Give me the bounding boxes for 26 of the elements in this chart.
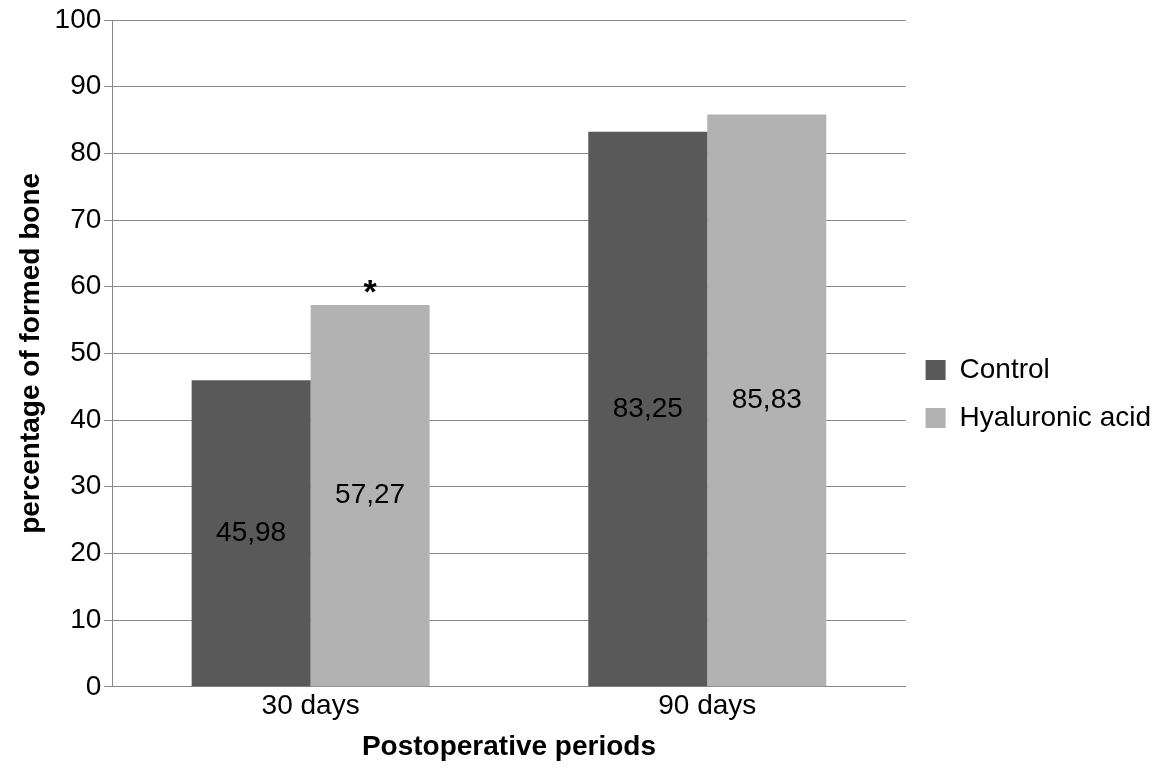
y-tick-label: 10 bbox=[70, 602, 102, 634]
x-tick-label: 90 days bbox=[658, 689, 757, 721]
y-tick-label: 0 bbox=[85, 669, 102, 701]
bar bbox=[707, 114, 827, 687]
bar bbox=[588, 131, 708, 687]
y-tick-label: 30 bbox=[70, 469, 102, 501]
y-tick-label: 50 bbox=[70, 336, 102, 368]
y-tick-label: 20 bbox=[70, 536, 102, 568]
data-label: 45,98 bbox=[216, 515, 287, 547]
legend-label: Control bbox=[959, 352, 1050, 384]
y-tick-label: 100 bbox=[54, 2, 102, 34]
legend-label: Hyaluronic acid bbox=[959, 400, 1151, 432]
y-tick-label: 60 bbox=[70, 269, 102, 301]
bar bbox=[310, 304, 430, 687]
data-label: 85,83 bbox=[731, 383, 802, 415]
y-tick-label: 70 bbox=[70, 202, 102, 234]
x-axis-title: Postoperative periods bbox=[361, 729, 656, 761]
data-label: 57,27 bbox=[335, 478, 406, 510]
y-tick-label: 90 bbox=[70, 69, 102, 101]
y-axis-title: percentage of formed bone bbox=[13, 172, 45, 534]
y-tick-label: 80 bbox=[70, 136, 102, 168]
y-tick-label: 40 bbox=[70, 402, 102, 434]
annotation: * bbox=[363, 272, 378, 311]
x-tick-label: 30 days bbox=[261, 689, 360, 721]
bar bbox=[191, 380, 311, 687]
data-label: 83,25 bbox=[612, 391, 683, 423]
